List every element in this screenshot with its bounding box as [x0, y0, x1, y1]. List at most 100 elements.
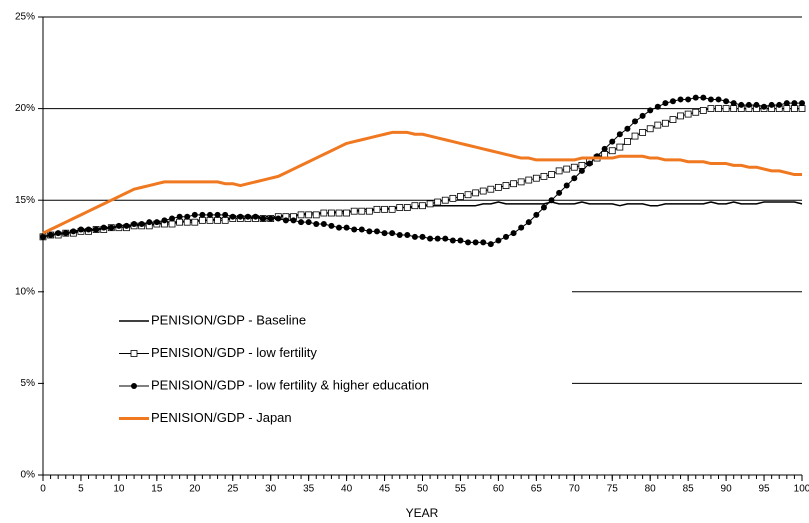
marker-circle	[237, 213, 244, 220]
marker-circle	[252, 213, 259, 220]
marker-square	[608, 147, 616, 155]
marker-square	[130, 350, 138, 357]
marker-circle	[267, 215, 274, 222]
marker-square	[646, 125, 654, 133]
marker-square	[479, 187, 487, 195]
marker-circle	[336, 224, 343, 231]
marker-square	[601, 150, 609, 158]
x-tick-label: 45	[379, 484, 391, 495]
marker-square	[510, 180, 517, 188]
marker-circle	[351, 226, 358, 233]
marker-circle	[290, 217, 297, 224]
marker-square	[715, 105, 722, 112]
marker-circle	[685, 96, 692, 103]
marker-square	[426, 200, 434, 208]
legend-label: PENISION/GDP - low fertility & higher ed…	[151, 377, 429, 392]
marker-circle	[616, 131, 623, 138]
marker-circle	[700, 94, 707, 101]
x-tick-label: 35	[303, 484, 315, 495]
marker-square	[570, 163, 578, 171]
x-tick-label: 0	[40, 484, 46, 495]
marker-square	[191, 218, 199, 226]
marker-circle	[556, 189, 563, 196]
marker-square	[661, 119, 669, 127]
marker-circle	[783, 100, 790, 107]
marker-circle	[305, 219, 312, 226]
marker-circle	[745, 101, 752, 108]
marker-square	[692, 108, 700, 116]
marker-square	[684, 110, 692, 118]
x-tick-label: 90	[721, 484, 733, 495]
marker-square	[388, 205, 396, 213]
marker-circle	[707, 96, 714, 103]
marker-circle	[328, 222, 335, 229]
marker-square	[791, 105, 798, 112]
marker-square	[183, 218, 191, 226]
marker-circle	[229, 213, 236, 220]
marker-circle	[146, 219, 153, 226]
marker-circle	[77, 226, 84, 233]
x-tick-label: 80	[645, 484, 657, 495]
marker-square	[221, 216, 229, 224]
marker-circle	[563, 182, 570, 189]
marker-circle	[373, 228, 380, 235]
legend: PENISION/GDP - Baseline PENISION/GDP - lo…	[44, 286, 572, 440]
x-tick-label: 5	[78, 484, 84, 495]
x-tick-label: 100	[794, 484, 809, 495]
marker-circle	[131, 383, 137, 389]
x-tick-label: 20	[189, 484, 201, 495]
marker-circle	[601, 145, 608, 152]
marker-circle	[320, 221, 327, 228]
x-tick-label: 70	[569, 484, 581, 495]
marker-square	[335, 209, 343, 217]
legend-label: PENISION/GDP - Baseline	[151, 312, 306, 327]
marker-circle	[419, 233, 426, 240]
marker-circle	[40, 233, 46, 240]
marker-circle	[100, 224, 107, 231]
marker-circle	[768, 101, 775, 108]
marker-circle	[366, 228, 373, 235]
marker-circle	[518, 224, 525, 231]
marker-circle	[427, 235, 434, 242]
marker-circle	[654, 103, 661, 110]
marker-circle	[184, 213, 191, 220]
series-line	[42, 108, 802, 238]
marker-circle	[47, 232, 54, 239]
marker-circle	[199, 211, 206, 218]
marker-circle	[465, 239, 472, 246]
marker-circle	[411, 233, 418, 240]
marker-circle	[206, 211, 213, 218]
marker-circle	[457, 237, 464, 244]
x-tick-label: 60	[493, 484, 505, 495]
x-tick-label: 15	[151, 484, 163, 495]
marker-square	[548, 171, 555, 178]
marker-circle	[161, 217, 168, 224]
marker-square	[373, 205, 381, 213]
marker-circle	[442, 235, 449, 242]
marker-square	[305, 211, 313, 219]
marker-square	[206, 216, 214, 224]
marker-circle	[510, 230, 517, 237]
marker-square	[555, 167, 563, 175]
marker-circle	[677, 96, 684, 103]
marker-square	[624, 138, 631, 145]
marker-circle	[495, 237, 502, 244]
y-tick-label: 15%	[15, 195, 35, 206]
marker-square	[487, 185, 495, 193]
marker-circle	[799, 100, 805, 107]
marker-circle	[282, 217, 289, 224]
marker-circle	[70, 228, 77, 235]
x-tick-label: 75	[607, 484, 619, 495]
marker-circle	[632, 118, 639, 125]
marker-square	[502, 182, 510, 189]
marker-square	[312, 211, 320, 219]
marker-square	[403, 204, 411, 211]
marker-circle	[647, 107, 654, 114]
marker-square	[419, 202, 426, 210]
x-tick-label: 40	[341, 484, 353, 495]
marker-circle	[404, 232, 411, 239]
marker-circle	[533, 211, 540, 218]
marker-square	[198, 216, 206, 224]
x-tick-label: 65	[531, 484, 543, 495]
